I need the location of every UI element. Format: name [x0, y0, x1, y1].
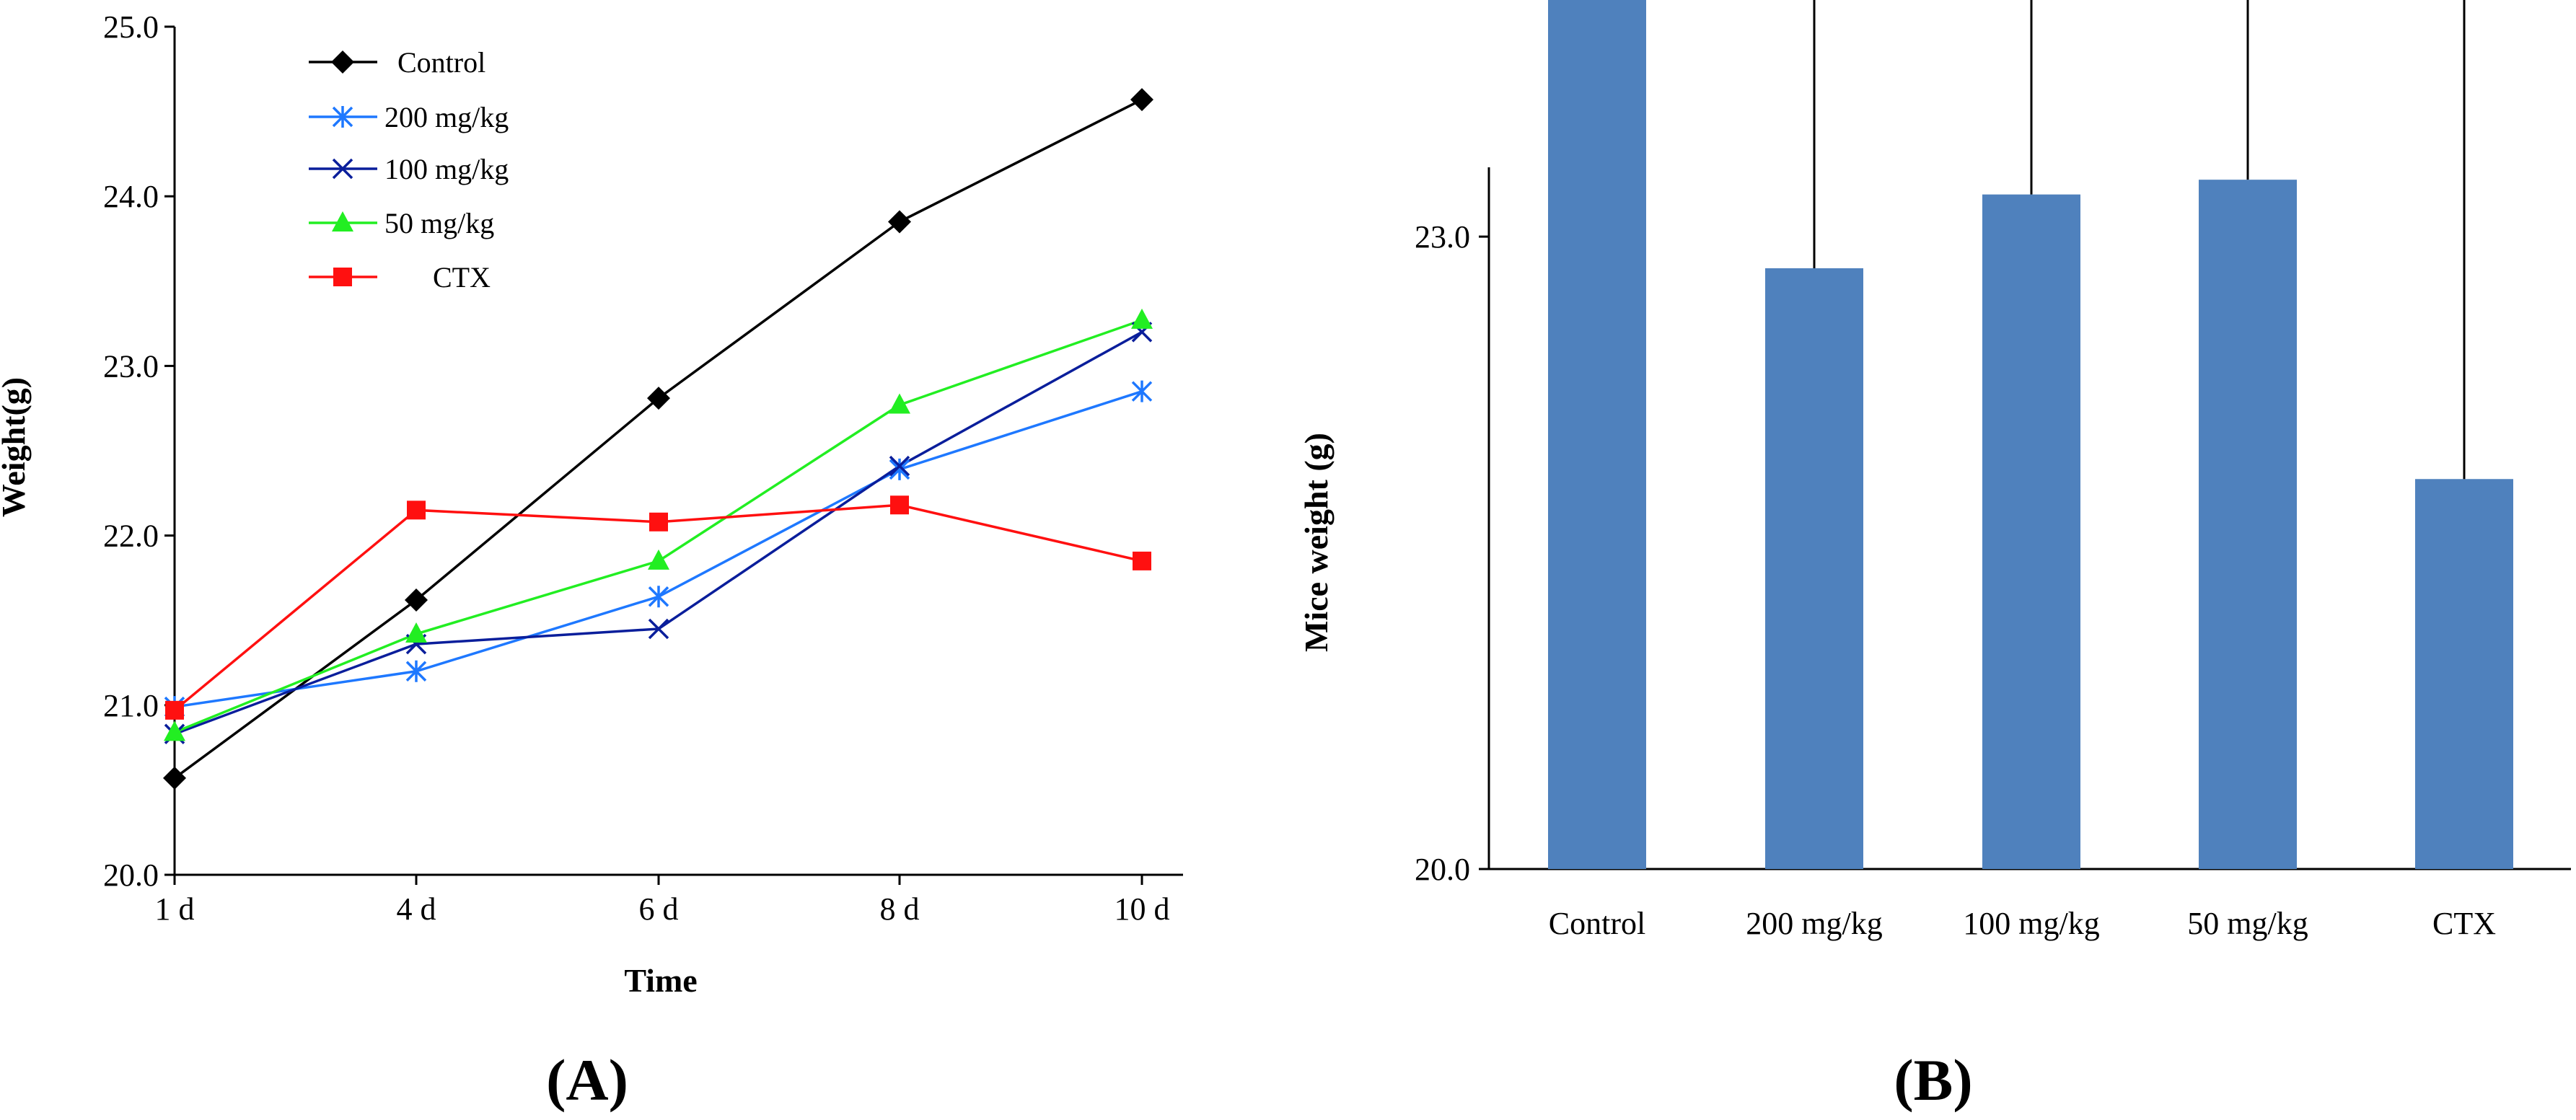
legend-item-200-mg-kg: 200 mg/kg	[309, 101, 509, 133]
chart-b-x-tick-label: CTX	[2432, 906, 2496, 941]
point-ctx	[1133, 551, 1151, 570]
point-ctx	[890, 495, 909, 515]
point-control	[1130, 88, 1153, 112]
point-control	[405, 588, 428, 612]
chart-b-x-tick-label: Control	[1549, 906, 1645, 941]
legend-item-100-mg-kg: 100 mg/kg	[309, 153, 509, 185]
chart-a-x-tick-label: 8 d	[880, 891, 920, 927]
chart-a-y-tick-label: 25.0	[103, 9, 159, 45]
bar-ctx	[2415, 479, 2513, 869]
legend-label: 200 mg/kg	[384, 101, 509, 133]
chart-a-y-tick-label: 21.0	[103, 688, 159, 723]
legend-label: Control	[397, 46, 485, 79]
chart-a-y-tick-label: 23.0	[103, 348, 159, 384]
chart-a-x-tick-label: 1 d	[155, 891, 195, 927]
chart-b-x-tick-label: 200 mg/kg	[1746, 906, 1882, 941]
chart-b-y-tick-label: 23.0	[1415, 219, 1470, 255]
chart-a: 20.0 21.0 22.0 23.0 24.0 25.0 1 d 4 d 6 d 8 d 10 …	[0, 9, 1183, 1113]
point-100-mg-kg	[889, 455, 910, 477]
bar-control	[1548, 0, 1646, 870]
point-control	[647, 387, 670, 410]
chart-a-y-axis-title: Weight(g)	[0, 377, 32, 517]
point-control	[888, 210, 911, 234]
legend-label: 100 mg/kg	[384, 153, 509, 185]
point-control	[163, 766, 186, 790]
legend-item-50-mg-kg: 50 mg/kg	[309, 207, 494, 239]
chart-a-x-tick-label: 6 d	[639, 891, 679, 927]
chart-a-x-tick-label: 4 d	[397, 891, 436, 927]
chart-a-y-tick-label: 24.0	[103, 179, 159, 214]
chart-b-y-tick-label: 20.0	[1415, 852, 1470, 887]
chart-b-x-tick-label: 50 mg/kg	[2187, 906, 2308, 941]
panel-b-label: (B)	[1894, 1047, 1972, 1113]
bar-100-mg-kg	[1982, 194, 2080, 869]
chart-a-y-tick-label: 22.0	[103, 519, 159, 554]
chart-a-x-axis-title: Time	[624, 962, 697, 999]
legend-label: CTX	[433, 261, 491, 294]
point-ctx	[407, 501, 426, 520]
legend-item-control: Control	[309, 46, 485, 79]
legend-marker	[332, 211, 353, 232]
point-50-mg-kg	[164, 720, 185, 741]
point-100-mg-kg	[648, 618, 669, 640]
legend-marker	[331, 50, 354, 74]
legend-label: 50 mg/kg	[384, 207, 494, 239]
legend-marker	[332, 106, 353, 128]
chart-a-x-tick-label: 10 d	[1115, 891, 1170, 927]
series-line-200-mg-kg	[174, 390, 1143, 708]
point-200-mg-kg	[1131, 380, 1153, 402]
point-200-mg-kg	[405, 660, 427, 682]
point-50-mg-kg	[1131, 308, 1153, 329]
point-50-mg-kg	[648, 549, 669, 570]
legend-marker	[332, 158, 353, 180]
point-ctx	[165, 700, 184, 720]
point-200-mg-kg	[648, 586, 669, 608]
bar-50-mg-kg	[2199, 180, 2297, 869]
point-200-mg-kg	[889, 458, 910, 480]
point-ctx	[649, 512, 668, 532]
legend-marker	[333, 268, 352, 286]
bar-200-mg-kg	[1765, 268, 1863, 869]
point-50-mg-kg	[405, 622, 427, 643]
chart-a-y-tick-label: 20.0	[103, 857, 159, 893]
chart-b-x-tick-label: 100 mg/kg	[1963, 906, 2099, 941]
chart-b-y-axis-title: Mice weight (g)	[1298, 433, 1335, 652]
legend-item-ctx: CTX	[309, 261, 491, 294]
point-50-mg-kg	[889, 393, 910, 414]
panel-a-label: (A)	[546, 1047, 628, 1113]
